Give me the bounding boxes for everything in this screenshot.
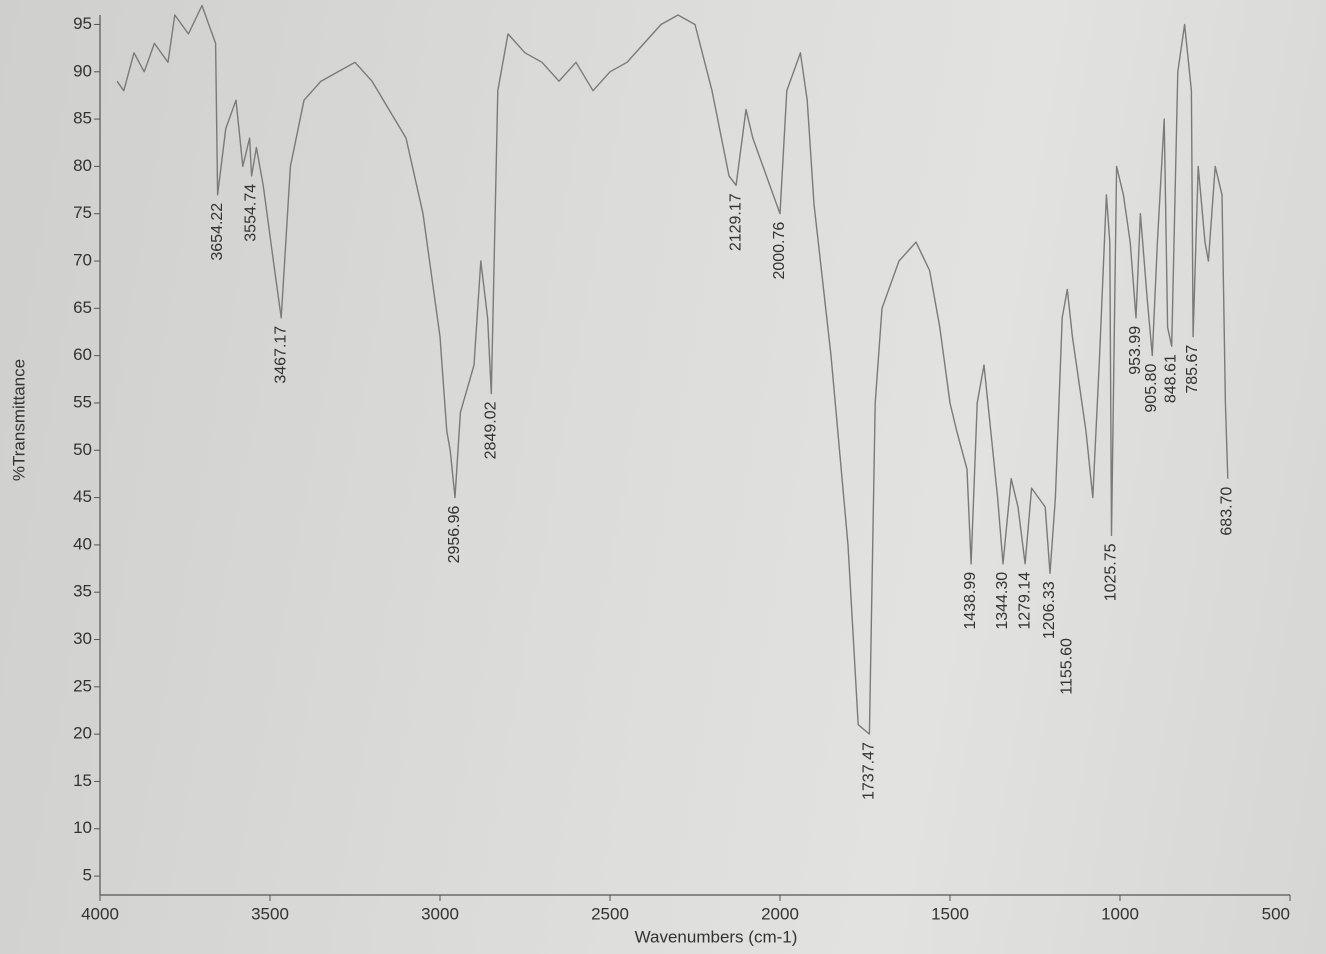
peak-label: 2956.96 [446,505,463,563]
y-tick-label: 15 [73,771,92,790]
y-tick-label: 40 [73,534,92,553]
x-tick-label: 1000 [1101,904,1139,923]
x-axis-label: Wavenumbers (cm-1) [635,927,798,946]
y-axis-label: %Transmittance [9,359,28,481]
y-tick-label: 85 [73,109,92,128]
y-tick-label: 20 [73,724,92,743]
peak-label: 953.99 [1127,326,1144,375]
y-tick-label: 30 [73,629,92,648]
y-tick-label: 95 [73,14,92,33]
x-tick-label: 3000 [421,904,459,923]
y-tick-label: 25 [73,676,92,695]
y-tick-label: 80 [73,156,92,175]
y-tick-label: 75 [73,203,92,222]
peak-label: 1025.75 [1102,543,1119,601]
peak-label: 1279.14 [1016,572,1033,630]
peak-label: 1438.99 [962,572,979,630]
x-tick-label: 4000 [81,904,119,923]
y-tick-label: 10 [73,818,92,837]
peak-label: 1155.60 [1058,638,1075,695]
y-tick-label: 70 [73,251,92,270]
peak-label: 1737.47 [860,742,877,800]
x-tick-label: 1500 [931,904,969,923]
y-tick-label: 45 [73,487,92,506]
peak-label: 905.80 [1143,364,1160,413]
x-tick-label: 3500 [251,904,289,923]
y-tick-label: 55 [73,392,92,411]
spectrum-line [116,4,1229,735]
peak-label: 2849.02 [483,401,500,459]
peak-label: 1206.33 [1041,581,1058,639]
x-tick-label: 2500 [591,904,629,923]
peak-label: 3654.22 [209,203,226,261]
peak-label: 1344.30 [994,572,1011,630]
x-tick-label: 500 [1262,904,1290,923]
peak-label: 3554.74 [243,184,260,242]
y-tick-label: 65 [73,298,92,317]
x-tick-label: 2000 [761,904,799,923]
y-tick-label: 90 [73,61,92,80]
peak-label: 848.61 [1163,354,1180,403]
peak-label: 683.70 [1219,487,1236,536]
peak-label: 785.67 [1184,345,1201,394]
y-tick-label: 60 [73,345,92,364]
peak-label: 2129.17 [727,193,744,251]
y-tick-label: 35 [73,582,92,601]
y-tick-label: 50 [73,440,92,459]
y-tick-label: 5 [83,866,92,885]
peak-label: 2000.76 [771,222,788,280]
peak-label: 3467.17 [272,326,289,384]
